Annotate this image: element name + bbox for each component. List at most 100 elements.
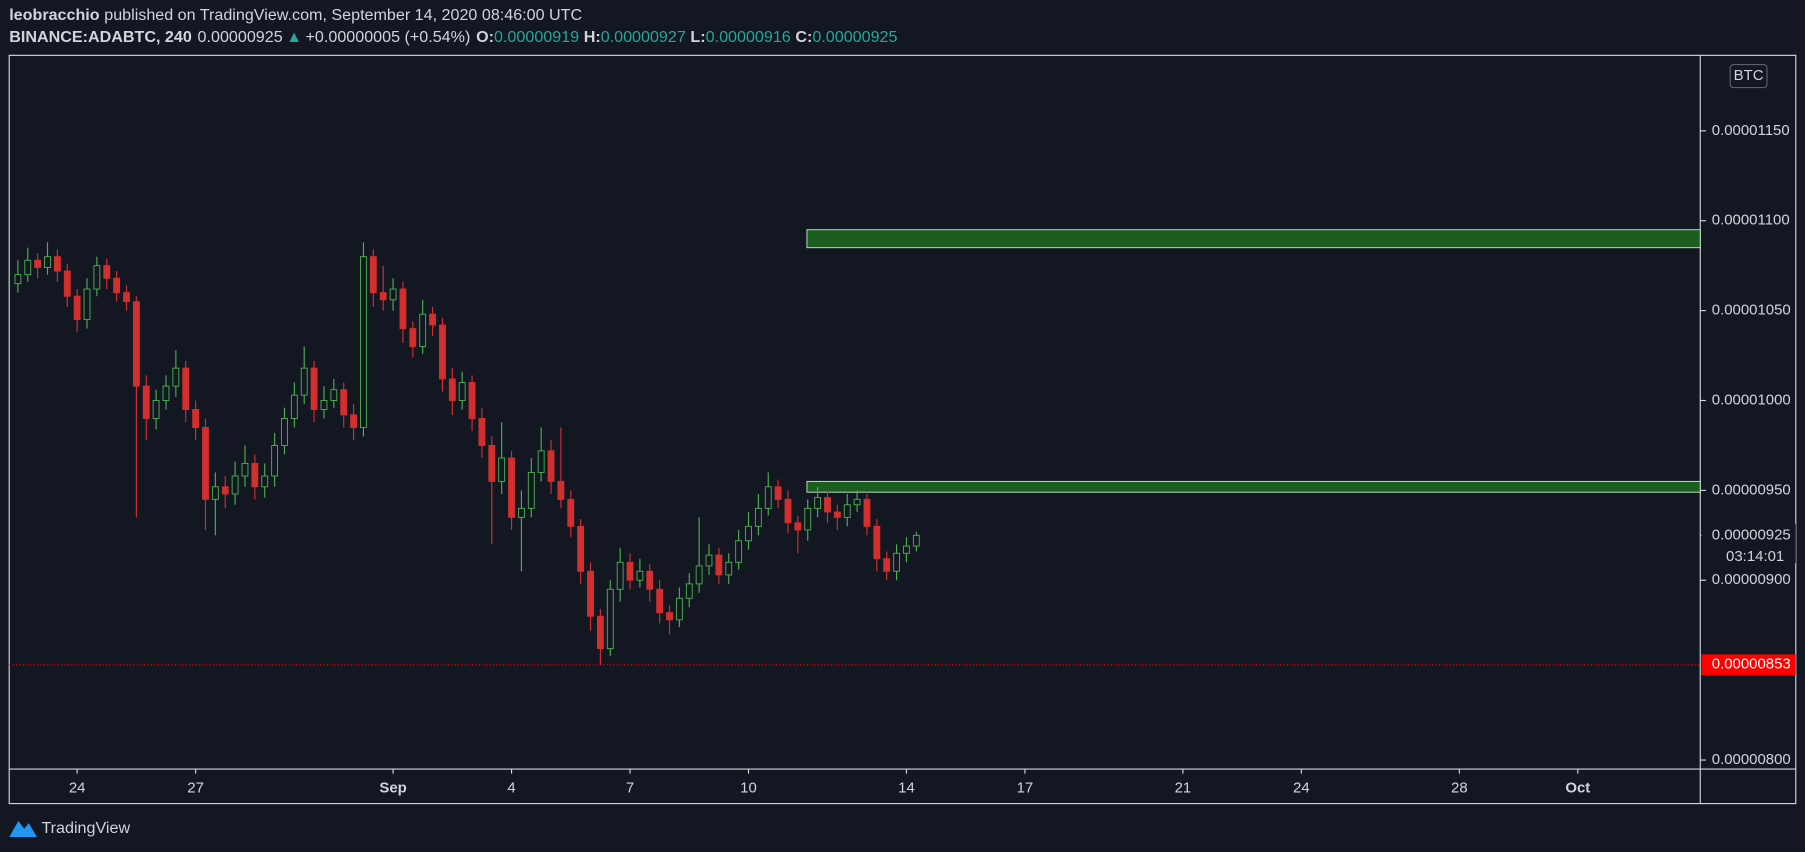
x-tick-label: 21 bbox=[1175, 780, 1192, 797]
candle-body bbox=[814, 497, 822, 509]
logo-icon bbox=[9, 820, 37, 837]
candle-body bbox=[557, 480, 565, 500]
candle-body bbox=[606, 588, 614, 650]
candle-body bbox=[468, 382, 476, 419]
last: 0.00000925 bbox=[198, 28, 283, 46]
arrow: ▲ bbox=[286, 28, 302, 46]
candle-body bbox=[330, 389, 338, 401]
frame bbox=[8, 54, 1797, 805]
candle-body bbox=[725, 561, 733, 576]
candle-body bbox=[379, 292, 387, 301]
candle-body bbox=[853, 498, 861, 506]
candle-body bbox=[715, 554, 723, 576]
candle-body bbox=[636, 570, 644, 581]
candle-body bbox=[281, 418, 288, 446]
candle-body bbox=[745, 525, 752, 542]
candle-body bbox=[587, 570, 594, 617]
y-tick-label: 0.00001050 bbox=[1712, 302, 1791, 319]
candle-body bbox=[695, 565, 703, 585]
candle-body bbox=[508, 457, 515, 518]
candle-body bbox=[369, 256, 377, 294]
candle-body bbox=[804, 507, 812, 531]
zone bbox=[806, 480, 1701, 493]
candle-body bbox=[784, 498, 792, 524]
ohlc-label: H: bbox=[584, 28, 601, 46]
candle-body bbox=[488, 444, 496, 482]
candle-body bbox=[458, 382, 466, 401]
last-price-box bbox=[1701, 523, 1796, 563]
y-tick-label: 0.00000900 bbox=[1712, 571, 1791, 588]
candle-body bbox=[132, 301, 140, 387]
x-tick-label: 27 bbox=[187, 780, 204, 797]
ohlc-label: L: bbox=[690, 28, 705, 46]
candle-body bbox=[774, 486, 782, 500]
candle-body bbox=[409, 328, 417, 348]
candle-body bbox=[251, 462, 259, 488]
candle-body bbox=[350, 414, 357, 428]
last-price-label: 0.00000925 bbox=[1712, 526, 1791, 543]
x-tick-label: 24 bbox=[69, 780, 86, 797]
publish-line: leobracchio published on TradingView.com,… bbox=[9, 6, 582, 24]
candle-body bbox=[103, 265, 111, 279]
candle-body bbox=[429, 313, 436, 326]
currency: BTC bbox=[1734, 67, 1764, 84]
low-label-box bbox=[1701, 654, 1796, 676]
ohlc-label: O: bbox=[476, 28, 494, 46]
ohlc-value: 0.00000919 bbox=[494, 28, 579, 46]
x-tick-label: 7 bbox=[626, 780, 634, 797]
candle-body bbox=[202, 427, 209, 500]
candle-body bbox=[903, 545, 910, 554]
candle-body bbox=[685, 583, 693, 599]
candle-body bbox=[547, 450, 555, 482]
candle-body bbox=[14, 274, 22, 285]
y-tick-label: 0.00001100 bbox=[1712, 212, 1790, 229]
candle-body bbox=[656, 588, 664, 614]
ohlc-value: 0.00000925 bbox=[812, 28, 897, 46]
candle-body bbox=[448, 378, 456, 401]
candle-body bbox=[93, 265, 101, 290]
candle-body bbox=[705, 554, 713, 567]
candle-body bbox=[172, 367, 180, 387]
logo: TradingView bbox=[9, 819, 130, 837]
candle-body bbox=[192, 409, 200, 428]
candle-body bbox=[596, 615, 604, 650]
candle-body bbox=[142, 385, 150, 419]
candle-body bbox=[261, 475, 269, 488]
candle-body bbox=[527, 471, 535, 509]
currency-box bbox=[1729, 63, 1768, 89]
candle-body bbox=[162, 385, 170, 401]
candle-body bbox=[123, 292, 130, 303]
x-tick-label: 10 bbox=[740, 780, 757, 797]
candle-body bbox=[419, 313, 427, 348]
candle-body bbox=[626, 561, 634, 581]
candle-body bbox=[764, 486, 772, 509]
y-tick-label: 0.00001150 bbox=[1712, 122, 1790, 139]
candle-body bbox=[211, 486, 219, 500]
candle-body bbox=[675, 597, 683, 621]
candle-body bbox=[83, 288, 91, 321]
candle-body bbox=[833, 511, 841, 518]
candle-body bbox=[873, 525, 881, 560]
candle-body bbox=[231, 475, 239, 495]
candle-body bbox=[824, 497, 831, 513]
published: published on TradingView.com, September … bbox=[104, 6, 582, 24]
x-tick-label: 14 bbox=[898, 780, 915, 797]
candle-body bbox=[498, 457, 506, 482]
y-tick-label: 0.00001000 bbox=[1712, 391, 1791, 408]
symbol: BINANCE:ADABTC, 240 bbox=[9, 28, 192, 46]
candle-body bbox=[912, 534, 920, 547]
candle-body bbox=[439, 324, 446, 380]
candle-body bbox=[221, 486, 229, 495]
candle-body bbox=[241, 462, 249, 477]
candle-body bbox=[34, 259, 42, 268]
candle-body bbox=[53, 256, 61, 272]
candle-body bbox=[478, 418, 486, 446]
candle-body bbox=[754, 507, 762, 527]
candle-body bbox=[567, 498, 575, 527]
ohlc-label: C: bbox=[795, 28, 812, 46]
candle-body bbox=[517, 507, 525, 518]
brand: TradingView bbox=[41, 819, 130, 837]
candle-body bbox=[389, 288, 397, 301]
